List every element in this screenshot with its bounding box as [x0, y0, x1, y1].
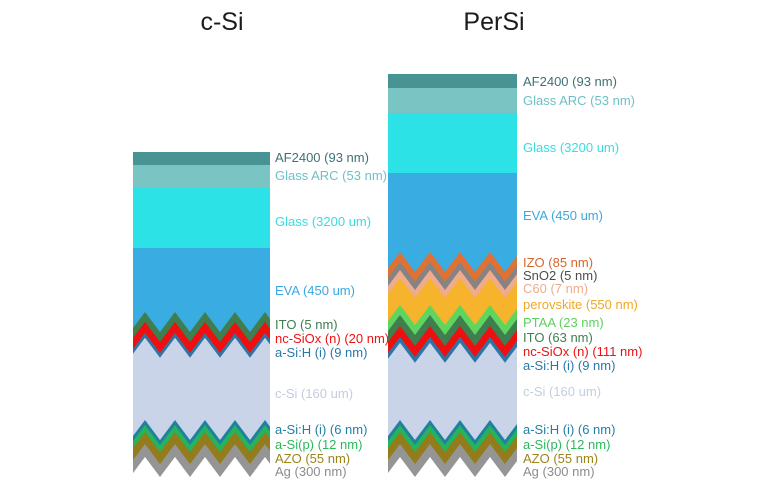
layer-c-si-ag [133, 444, 270, 477]
layer-c-si-a-si-h-i-9nm [133, 333, 270, 358]
layer-persi-glass [388, 113, 517, 173]
layer-label-c-si-a-si-h-i-6nm: a-Si:H (i) (6 nm) [275, 422, 368, 437]
layer-label-c-si-af2400: AF2400 (93 nm) [275, 150, 369, 165]
layer-label-persi-sno2: SnO2 (5 nm) [523, 268, 598, 283]
layer-c-si-c-si [133, 337, 270, 441]
layer-label-persi-c-si: c-Si (160 um) [523, 384, 602, 399]
layer-label-c-si-ag: Ag (300 nm) [275, 464, 347, 479]
layer-persi-af2400 [388, 74, 517, 88]
layer-persi-eva [388, 173, 517, 273]
layer-persi-azo [388, 432, 517, 465]
layer-persi-glass-arc [388, 88, 517, 113]
layer-label-c-si-ito: ITO (5 nm) [275, 317, 338, 332]
layer-c-si-glass-arc [133, 165, 270, 188]
stack-title-c-si: c-Si [200, 8, 244, 36]
layer-label-persi-af2400: AF2400 (93 nm) [523, 74, 617, 89]
layer-label-persi-izo: IZO (85 nm) [523, 255, 594, 270]
layer-label-persi-azo: AZO (55 nm) [523, 451, 599, 466]
layer-c-si-af2400 [133, 152, 270, 165]
layer-label-c-si-a-si-h-i-9nm: a-Si:H (i) (9 nm) [275, 345, 368, 360]
stack-persi [388, 74, 517, 477]
layer-label-persi-glass-arc: Glass ARC (53 nm) [523, 93, 635, 108]
layer-persi-nc-siox-n [388, 326, 517, 358]
layer-c-si-glass [133, 188, 270, 248]
layer-label-c-si-c-si: c-Si (160 um) [275, 386, 354, 401]
layer-label-persi-a-si-p: a-Si(p) (12 nm) [523, 437, 611, 452]
layer-label-c-si-eva: EVA (450 um) [275, 283, 355, 298]
layer-c-si-a-si-p [133, 425, 270, 453]
layer-persi-c-si [388, 342, 517, 441]
layer-persi-a-si-h-i-9nm [388, 337, 517, 363]
layer-label-persi-eva: EVA (450 um) [523, 208, 603, 223]
layer-persi-ag [388, 444, 517, 477]
layer-label-persi-a-si-h-i-6nm: a-Si:H (i) (6 nm) [523, 422, 616, 437]
layer-label-c-si-a-si-p: a-Si(p) (12 nm) [275, 437, 363, 452]
layer-c-si-azo [133, 432, 270, 465]
layer-label-persi-nc-siox-n: nc-SiOx (n) (111 nm) [523, 344, 643, 359]
layer-label-persi-glass: Glass (3200 um) [523, 140, 620, 155]
layer-label-c-si-nc-siox-n: nc-SiOx (n) (20 nm) [275, 331, 390, 346]
layer-persi-a-si-p [388, 425, 517, 453]
layer-label-persi-ptaa: PTAA (23 nm) [523, 315, 604, 330]
stack-c-si [133, 152, 270, 477]
layer-label-persi-ag: Ag (300 nm) [523, 464, 595, 479]
layer-label-c-si-glass-arc: Glass ARC (53 nm) [275, 168, 387, 183]
layer-label-c-si-glass: Glass (3200 um) [275, 214, 372, 229]
layer-label-persi-ito: ITO (63 nm) [523, 330, 593, 345]
layer-persi-perovskite [388, 278, 517, 326]
layer-label-persi-a-si-h-i-9nm: a-Si:H (i) (9 nm) [523, 358, 616, 373]
stack-title-persi: PerSi [463, 8, 525, 36]
layer-label-persi-perovskite: perovskite (550 nm) [523, 297, 638, 312]
layer-label-persi-c60: C60 (7 nm) [523, 281, 589, 296]
layer-label-c-si-azo: AZO (55 nm) [275, 451, 351, 466]
layer-persi-a-si-h-i-6nm [388, 420, 517, 446]
layer-persi-ito [388, 315, 517, 347]
